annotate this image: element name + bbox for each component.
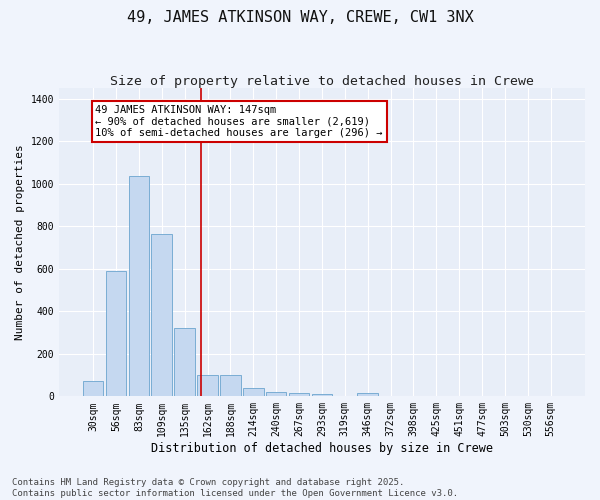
Bar	[83, 382, 103, 396]
Bar	[289, 393, 310, 396]
Bar	[128, 176, 149, 396]
Bar	[311, 394, 332, 396]
Text: 49 JAMES ATKINSON WAY: 147sqm
← 90% of detached houses are smaller (2,619)
10% o: 49 JAMES ATKINSON WAY: 147sqm ← 90% of d…	[95, 105, 383, 138]
Bar	[151, 234, 172, 396]
Text: 49, JAMES ATKINSON WAY, CREWE, CW1 3NX: 49, JAMES ATKINSON WAY, CREWE, CW1 3NX	[127, 10, 473, 25]
Bar	[197, 375, 218, 396]
Bar	[358, 392, 378, 396]
Bar	[220, 375, 241, 396]
Bar	[175, 328, 195, 396]
Y-axis label: Number of detached properties: Number of detached properties	[15, 144, 25, 340]
Bar	[106, 271, 127, 396]
Title: Size of property relative to detached houses in Crewe: Size of property relative to detached ho…	[110, 75, 534, 88]
Bar	[266, 392, 286, 396]
Text: Contains HM Land Registry data © Crown copyright and database right 2025.
Contai: Contains HM Land Registry data © Crown c…	[12, 478, 458, 498]
Bar	[243, 388, 263, 396]
X-axis label: Distribution of detached houses by size in Crewe: Distribution of detached houses by size …	[151, 442, 493, 455]
